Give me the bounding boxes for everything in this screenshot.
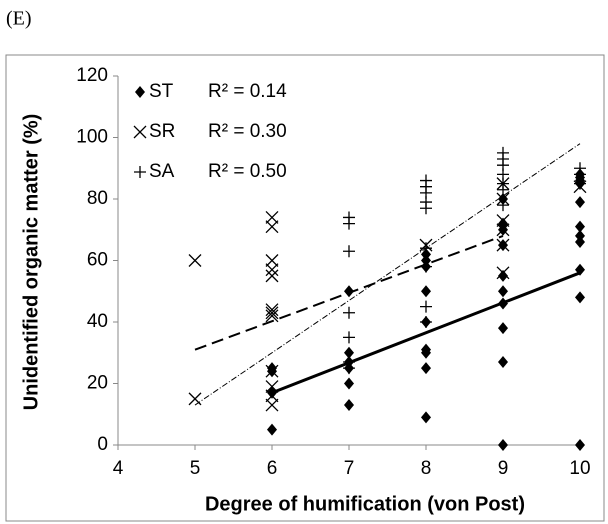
chart-frame (5, 54, 605, 522)
legend-marker (135, 86, 145, 98)
point (265, 220, 279, 234)
x-tick-label: 6 (267, 458, 278, 479)
point (265, 263, 279, 277)
y-tick-label: 80 (87, 188, 108, 209)
point (575, 439, 585, 451)
point (575, 291, 585, 304)
point (343, 306, 355, 319)
x-tick-label: 5 (190, 458, 201, 479)
point (188, 392, 202, 406)
point (496, 192, 510, 206)
point (575, 220, 585, 233)
trend-line (271, 271, 581, 395)
point (420, 202, 432, 215)
x-tick-label: 10 (569, 458, 590, 479)
r2-label: R² = 0.14 (208, 81, 287, 102)
legend-marker (133, 125, 147, 139)
y-tick-label: 120 (76, 65, 108, 86)
point (343, 331, 355, 344)
x-axis-title: Degree of humification (von Post) (205, 493, 525, 515)
point (343, 217, 355, 230)
point (265, 389, 279, 403)
point (344, 346, 354, 359)
y-tick-label: 100 (76, 127, 108, 148)
point (421, 346, 431, 359)
point (497, 199, 509, 212)
point (265, 210, 279, 224)
point (421, 248, 431, 261)
point (420, 316, 432, 328)
point (498, 355, 508, 368)
r2-label: R² = 0.30 (208, 121, 287, 142)
trend-line (194, 143, 581, 406)
point (496, 223, 510, 237)
point (265, 306, 279, 320)
point (265, 380, 279, 394)
point (574, 177, 586, 190)
point (498, 439, 508, 451)
x-tick-label: 4 (113, 458, 124, 479)
point (420, 260, 432, 273)
point (421, 411, 431, 424)
point (188, 254, 202, 267)
point (265, 269, 279, 283)
y-axis-title: Unidentified organic matter (%) (20, 114, 42, 411)
point (575, 229, 585, 242)
point (344, 285, 354, 298)
point (267, 423, 277, 436)
legend-label: SA (149, 161, 175, 182)
point (343, 245, 355, 258)
point (496, 238, 510, 252)
panel-label: (E) (6, 8, 32, 30)
point (496, 214, 510, 227)
x-tick-label: 8 (421, 458, 432, 479)
point (344, 399, 354, 412)
point (498, 285, 508, 298)
y-tick-label: 40 (87, 311, 108, 332)
point (265, 364, 279, 378)
point (344, 377, 354, 390)
legend-label: ST (149, 81, 174, 102)
point (497, 183, 509, 196)
y-tick-label: 0 (97, 434, 108, 455)
point (343, 362, 355, 375)
y-tick-label: 20 (87, 373, 108, 394)
point (421, 254, 431, 267)
point (498, 322, 508, 335)
r2-label: R² = 0.50 (208, 161, 287, 182)
x-tick-label: 9 (498, 458, 509, 479)
point (420, 300, 432, 313)
point (265, 303, 279, 317)
y-tick-label: 60 (87, 250, 108, 271)
point (265, 254, 279, 267)
x-tick-label: 7 (344, 458, 355, 479)
point (265, 398, 279, 412)
point (575, 236, 585, 249)
point (421, 285, 431, 298)
point (498, 269, 508, 282)
point (575, 196, 585, 209)
legend-label: SR (149, 121, 175, 142)
trend-line (194, 234, 504, 351)
point (265, 309, 279, 323)
point (496, 266, 510, 280)
legend-marker (134, 166, 146, 178)
point (421, 362, 431, 375)
